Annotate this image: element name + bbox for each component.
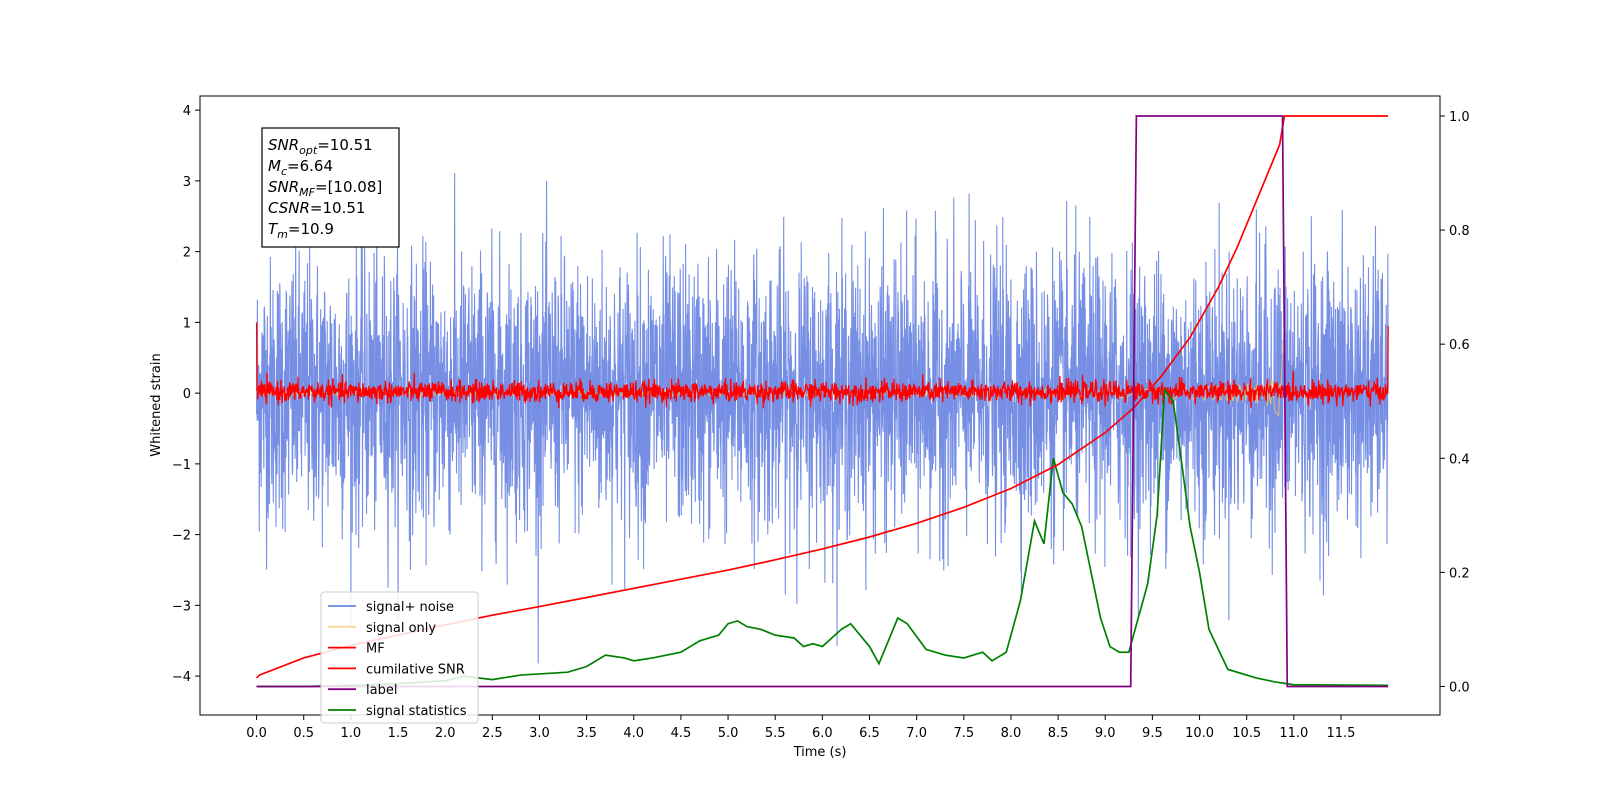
- plot-frame: [199, 95, 1441, 716]
- x-tick-label: 5.0: [718, 726, 739, 741]
- x-tick-label: 5.5: [765, 726, 786, 741]
- stats-line: Tm=10.9: [268, 220, 334, 241]
- legend: signal+ noise signal only MF cumilative SNR…: [320, 591, 479, 724]
- x-tick-label: 8.5: [1048, 726, 1069, 741]
- x-tick-label: 10.5: [1232, 726, 1261, 741]
- x-tick-label: 3.5: [576, 726, 597, 741]
- x-tick-label: 1.0: [341, 726, 362, 741]
- x-tick-label: 9.5: [1142, 726, 1163, 741]
- y-tick-label: 1: [183, 316, 191, 331]
- y-tick-label: 3: [183, 175, 191, 190]
- x-tick-label: 6.0: [812, 726, 833, 741]
- x-tick-label: 2.5: [482, 726, 503, 741]
- x-tick-label: 4.0: [623, 726, 644, 741]
- y-tick-label: −1: [172, 458, 191, 473]
- y2-tick-label: 1.0: [1449, 110, 1470, 125]
- y2-tick-label: 0.0: [1449, 680, 1470, 695]
- plot-area: [255, 115, 1389, 688]
- x-tick-label: 7.0: [906, 726, 927, 741]
- x-tick-label: 9.0: [1095, 726, 1116, 741]
- x-tick-label: 4.5: [671, 726, 692, 741]
- series-signal-noise-line: [256, 173, 1389, 664]
- legend-frame: [320, 591, 479, 724]
- y2-tick-label: 0.2: [1449, 566, 1470, 581]
- stats-line: Mc=6.64: [268, 157, 333, 178]
- stats-line: CSNR=10.51: [268, 199, 365, 217]
- y-tick-label: 0: [183, 387, 191, 402]
- legend-label: signal statistics: [366, 704, 467, 719]
- x-axis-label: Time (s): [793, 745, 847, 760]
- x-tick-label: 2.0: [435, 726, 456, 741]
- y2-tick-label: 0.6: [1449, 338, 1470, 353]
- stats-box-frame: [261, 127, 400, 248]
- series-mf-line: [255, 322, 1389, 409]
- y-tick-label: −4: [172, 670, 191, 685]
- legend-label: label: [366, 683, 397, 698]
- y-axis-right: 1.0 0.8 0.6 0.4 0.2 0.0: [1440, 110, 1470, 695]
- series-signal-statistics-line: [256, 387, 1389, 688]
- legend-label: signal only: [366, 621, 436, 636]
- y-tick-label: 4: [183, 104, 191, 119]
- x-tick-label: 1.5: [388, 726, 409, 741]
- x-tick-label: 0.0: [246, 726, 267, 741]
- x-tick-label: 3.0: [529, 726, 550, 741]
- x-tick-label: 7.5: [953, 726, 974, 741]
- legend-label: cumilative SNR: [366, 662, 465, 677]
- legend-label: signal+ noise: [366, 600, 454, 615]
- y-tick-label: 2: [183, 246, 191, 261]
- y-tick-label: −2: [172, 529, 191, 544]
- x-tick-label: 8.0: [1001, 726, 1022, 741]
- x-axis: 0.0 0.5 1.0 1.5 2.0 2.5 3.0 3.5 4.0 4.5 5.0 5.5 6.0 6…: [246, 715, 1355, 741]
- y2-tick-label: 0.4: [1449, 452, 1470, 467]
- x-tick-label: 0.5: [293, 726, 314, 741]
- x-tick-label: 10.0: [1185, 726, 1214, 741]
- legend-label: MF: [366, 642, 385, 657]
- x-tick-label: 11.0: [1279, 726, 1308, 741]
- stats-annotation-box: SNRopt=10.51Mc=6.64SNRMF=[10.08]CSNR=10.…: [261, 127, 400, 248]
- stats-line: SNRopt=10.51: [268, 136, 373, 157]
- series-label-line: [256, 115, 1389, 688]
- x-tick-label: 6.5: [859, 726, 880, 741]
- y2-tick-label: 0.8: [1449, 224, 1470, 239]
- stats-line: SNRMF=[10.08]: [268, 178, 382, 199]
- y-tick-label: −3: [172, 599, 191, 614]
- x-tick-label: 11.5: [1327, 726, 1356, 741]
- y-axis-left: 4 3 2 1 0 −1 −2 −3 −4: [172, 104, 200, 685]
- y-axis-label: Whitened strain: [149, 353, 164, 456]
